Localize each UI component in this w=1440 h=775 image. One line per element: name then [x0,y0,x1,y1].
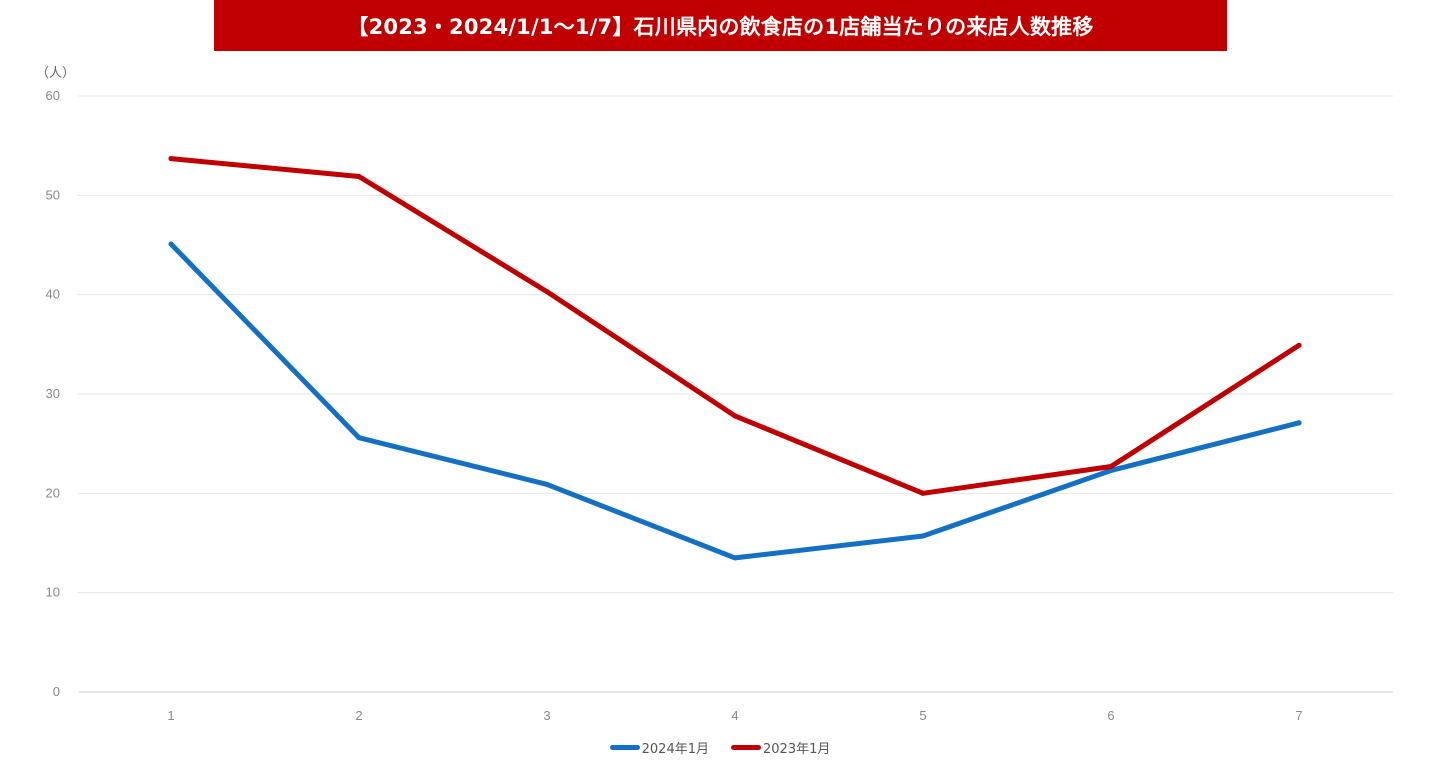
legend-label: 2023年1月 [763,742,831,757]
data-point [732,413,738,419]
data-point [168,156,174,162]
x-axis-ticks: 1 2 3 4 5 6 7 [167,708,1302,723]
chart-title: 【2023・2024/1/1～1/7】石川県内の飲食店の1店舗当たりの来店人数推… [214,0,1227,51]
legend-item: 2023年1月 [731,738,830,757]
data-point [920,490,926,496]
y-tick-label: 0 [53,684,60,699]
legend: 2024年1月 2023年1月 [0,738,1440,757]
y-tick-label: 50 [46,187,60,202]
gridlines [78,95,1393,693]
y-axis-ticks: 0 10 20 30 40 50 60 [46,88,60,699]
y-tick-label: 60 [46,88,60,103]
data-point [1108,464,1114,470]
x-tick-label: 7 [1295,708,1302,723]
data-point [920,533,926,539]
data-point [356,173,362,179]
series-line-1 [168,241,1302,561]
data-point [732,555,738,561]
series-line-2 [168,156,1302,496]
x-tick-label: 4 [731,708,738,723]
legend-swatch [731,745,761,750]
data-point [544,289,550,295]
data-point [544,481,550,487]
x-tick-label: 2 [355,708,362,723]
y-tick-label: 20 [46,485,60,500]
data-point [168,241,174,247]
y-tick-label: 10 [46,585,60,600]
y-tick-label: 30 [46,386,60,401]
x-tick-label: 1 [167,708,174,723]
data-point [1296,342,1302,348]
series-lines [168,156,1302,561]
y-axis-unit-label: （人） [36,66,75,81]
legend-item: 2024年1月 [609,738,709,757]
data-point [1296,420,1302,426]
x-tick-label: 6 [1107,708,1114,723]
y-tick-label: 40 [46,287,60,302]
data-point [356,435,362,441]
x-tick-label: 3 [543,708,550,723]
legend-label: 2024年1月 [641,742,709,757]
x-tick-label: 5 [919,708,926,723]
legend-swatch [609,745,640,750]
data-point [1108,467,1114,473]
